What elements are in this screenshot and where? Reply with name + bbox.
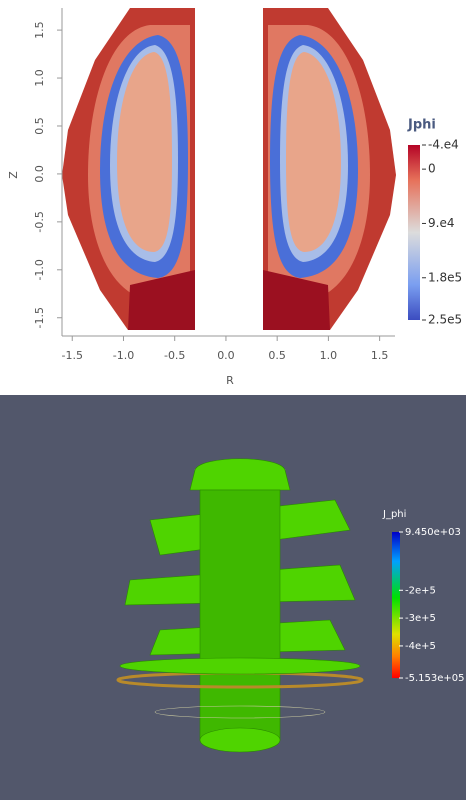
x-tick-label: 0.0 <box>217 349 235 362</box>
colorbar-tick-label: -2e+5 <box>405 585 436 596</box>
colorbar-tick-label: 9.450e+03 <box>405 527 461 538</box>
y-axis-label: Z <box>7 171 20 179</box>
y-tick-label: 0.5 <box>33 117 46 135</box>
colorbar-tick-label: -5.153e+05 <box>405 673 465 684</box>
y-tick-label: -0.5 <box>33 211 46 232</box>
x-axis-label: R <box>226 374 234 387</box>
y-tick-label: -1.0 <box>33 259 46 280</box>
x-tick-label: 1.0 <box>320 349 338 362</box>
colorbar-tick-label: -4e+5 <box>405 641 436 652</box>
colorbar-tick-label: -3e+5 <box>405 613 436 624</box>
colorbar-scale <box>408 145 420 320</box>
y-tick-label: 1.5 <box>33 21 46 38</box>
colorbar-tick-label: 0 <box>428 162 436 176</box>
colorbar-title: J_phi <box>382 509 406 520</box>
field-left <box>62 8 195 330</box>
colorbar-scale <box>392 532 400 678</box>
y-tick-label: -1.5 <box>33 307 46 328</box>
y-tick-label: 1.0 <box>33 69 46 87</box>
x-tick-label: -1.0 <box>113 349 134 362</box>
field-right <box>263 8 396 330</box>
colorbar-tick-label: 9.e4 <box>428 216 454 230</box>
x-tick-label: 1.5 <box>371 349 389 362</box>
colorbar-title: Jphi <box>407 118 436 133</box>
colorbar-tick-label: 1.8e5 <box>428 270 462 284</box>
page: {"chart_data": [ {"type": "field", "xlab… <box>0 0 466 800</box>
colorbar-tick-label: 2.5e5 <box>428 313 462 327</box>
x-tick-label: -0.5 <box>164 349 185 362</box>
x-tick-label: -1.5 <box>62 349 83 362</box>
y-tick-label: 0.0 <box>33 165 46 183</box>
colorbar: Jphi -4.e4 0 9.e4 1.8e5 2.5e5 <box>407 118 462 327</box>
figure: -1.5 -1.0 -0.5 0.0 0.5 1.0 1.5 -1.5 -1.0 -0.5 0.0 0… <box>0 0 466 800</box>
colorbar-tick-label: -4.e4 <box>428 138 459 152</box>
x-tick-label: 0.5 <box>268 349 286 362</box>
